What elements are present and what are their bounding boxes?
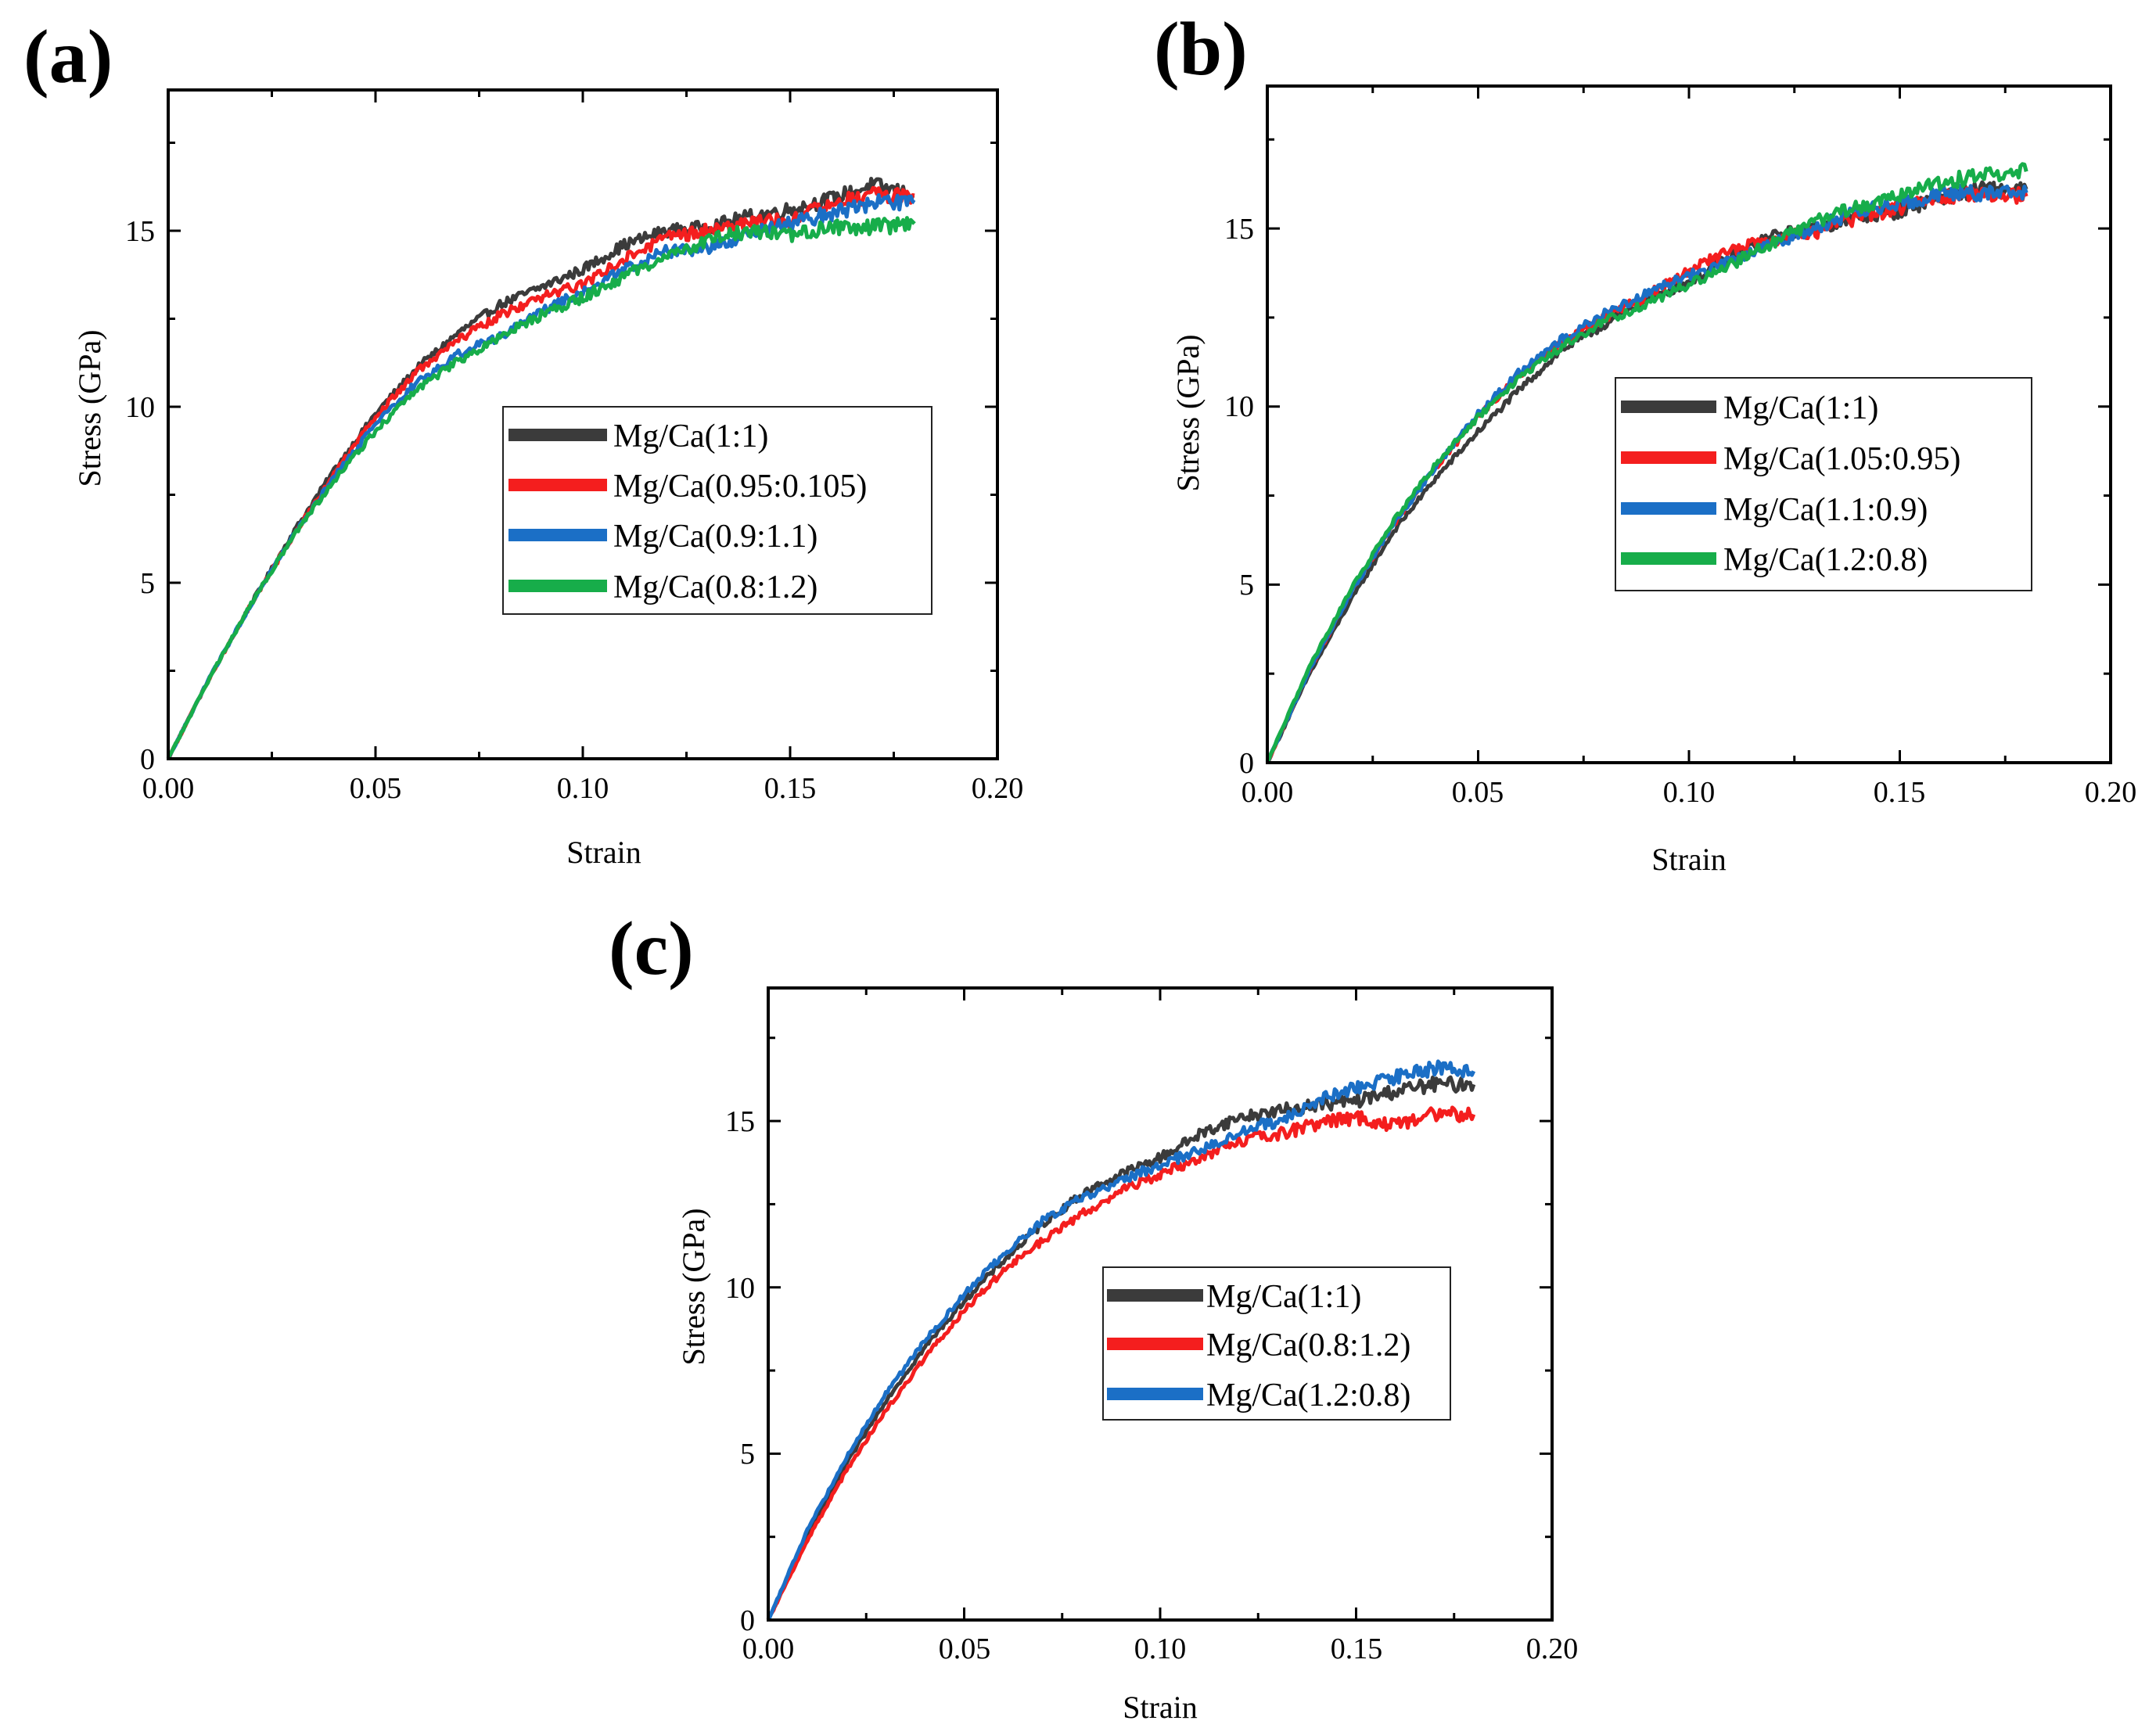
panel-c-label: (c) <box>609 907 694 991</box>
panel-a-xtick-label: 0.20 <box>972 772 1024 805</box>
panel-b-legend-label: Mg/Ca(1.05:0.95) <box>1723 441 1960 477</box>
panel-b-series-line <box>1265 162 2028 763</box>
panel-b-y-axis-title: Stress (GPa) <box>1170 334 1206 491</box>
panel-c-series-line <box>766 1075 1476 1621</box>
panel-b-xtick-label: 0.10 <box>1663 776 1716 809</box>
panel-a-ytick-label: 15 <box>125 215 155 248</box>
panel-c-xtick-label: 0.20 <box>1526 1633 1579 1665</box>
panel-a-legend-label: Mg/Ca(1:1) <box>613 418 768 454</box>
panel-b-ytick-labels: 0 5 10 15 <box>1224 213 1254 780</box>
panel-a-legend-label: Mg/Ca(0.9:1.1) <box>613 519 817 555</box>
panel-b-ticks <box>1266 86 2112 764</box>
panel-a-xtick-label: 0.05 <box>350 772 402 805</box>
panel-a-legend-label: Mg/Ca(0.95:0.105) <box>613 469 867 505</box>
panel-c-xtick-label: 0.10 <box>1134 1633 1187 1665</box>
panel-c: (c) 0.00 0.05 0.10 0.15 0.20 0 5 10 15 S… <box>609 907 1578 1725</box>
panel-a-xtick-label: 0.10 <box>557 772 609 805</box>
panel-b-xtick-label: 0.05 <box>1452 776 1504 809</box>
panel-a-x-axis-title: Strain <box>566 835 641 870</box>
panel-c-ticks <box>767 988 1554 1622</box>
panel-b-legend-label: Mg/Ca(1.1:0.9) <box>1723 492 1928 528</box>
panel-b-ytick-label: 15 <box>1224 213 1254 246</box>
panel-b-ytick-label: 0 <box>1239 747 1254 780</box>
panel-c-ytick-label: 15 <box>725 1105 755 1138</box>
panel-b: (b) 0.00 0.05 0.10 0.15 0.20 0 5 10 15 S… <box>1154 7 2136 877</box>
panel-a-ytick-label: 0 <box>140 743 155 776</box>
panel-a-xtick-label: 0.15 <box>764 772 817 805</box>
panel-c-xtick-label: 0.15 <box>1331 1633 1383 1665</box>
panel-a-legend: Mg/Ca(1:1) Mg/Ca(0.95:0.105) Mg/Ca(0.9:1… <box>502 406 932 615</box>
panel-a-legend-label: Mg/Ca(0.8:1.2) <box>613 569 817 605</box>
panel-a-label: (a) <box>23 15 113 99</box>
panel-a-ytick-labels: 0 5 10 15 <box>125 215 155 776</box>
panel-a-series <box>166 177 916 760</box>
panel-b-xtick-label: 0.20 <box>2085 776 2137 809</box>
panel-a-y-axis-title: Stress (GPa) <box>72 329 107 487</box>
panel-b-series <box>1265 162 2028 763</box>
panel-c-y-axis-title: Stress (GPa) <box>676 1208 711 1365</box>
panel-c-legend-label: Mg/Ca(0.8:1.2) <box>1206 1327 1410 1363</box>
panel-b-ytick-label: 10 <box>1224 390 1254 423</box>
panel-c-series-line <box>766 1059 1476 1621</box>
panel-c-series <box>766 1059 1476 1621</box>
panel-b-legend-label: Mg/Ca(1.2:0.8) <box>1723 542 1928 578</box>
panel-c-xtick-label: 0.05 <box>939 1633 991 1665</box>
panel-a-ytick-label: 10 <box>125 391 155 424</box>
panel-c-x-axis-title: Strain <box>1123 1690 1198 1725</box>
panel-c-series-line <box>766 1105 1476 1621</box>
panel-a-ytick-label: 5 <box>140 567 155 600</box>
panel-b-ytick-label: 5 <box>1239 569 1254 602</box>
panel-c-ytick-label: 5 <box>740 1438 755 1471</box>
panel-a-ticks <box>167 90 999 760</box>
panel-a: (a) 0.00 0.05 0.10 0.15 0.20 0 5 10 15 S… <box>23 15 1023 870</box>
panel-b-xtick-label: 0.00 <box>1241 776 1294 809</box>
panel-c-legend-label: Mg/Ca(1.2:0.8) <box>1206 1378 1410 1414</box>
panel-c-xtick-labels: 0.00 0.05 0.10 0.15 0.20 <box>742 1633 1579 1665</box>
panel-a-xtick-label: 0.00 <box>142 772 195 805</box>
panel-b-x-axis-title: Strain <box>1651 842 1727 877</box>
panel-c-legend: Mg/Ca(1:1) Mg/Ca(0.8:1.2) Mg/Ca(1.2:0.8) <box>1102 1266 1451 1421</box>
panel-b-legend-label: Mg/Ca(1:1) <box>1723 390 1878 426</box>
panel-a-series-line <box>166 216 916 760</box>
panel-c-xtick-label: 0.00 <box>742 1633 795 1665</box>
panel-b-xtick-labels: 0.00 0.05 0.10 0.15 0.20 <box>1241 776 2137 809</box>
panel-a-xtick-labels: 0.00 0.05 0.10 0.15 0.20 <box>142 772 1024 805</box>
panel-b-label: (b) <box>1154 7 1248 92</box>
panel-b-xtick-label: 0.15 <box>1874 776 1926 809</box>
panel-b-legend: Mg/Ca(1:1) Mg/Ca(1.05:0.95) Mg/Ca(1.1:0.… <box>1615 377 2032 591</box>
panel-c-ytick-label: 0 <box>740 1604 755 1637</box>
panel-a-legend-box <box>502 406 932 615</box>
panel-c-legend-label: Mg/Ca(1:1) <box>1206 1279 1361 1315</box>
panel-c-ytick-labels: 0 5 10 15 <box>725 1105 755 1637</box>
panel-c-ytick-label: 10 <box>725 1272 755 1305</box>
